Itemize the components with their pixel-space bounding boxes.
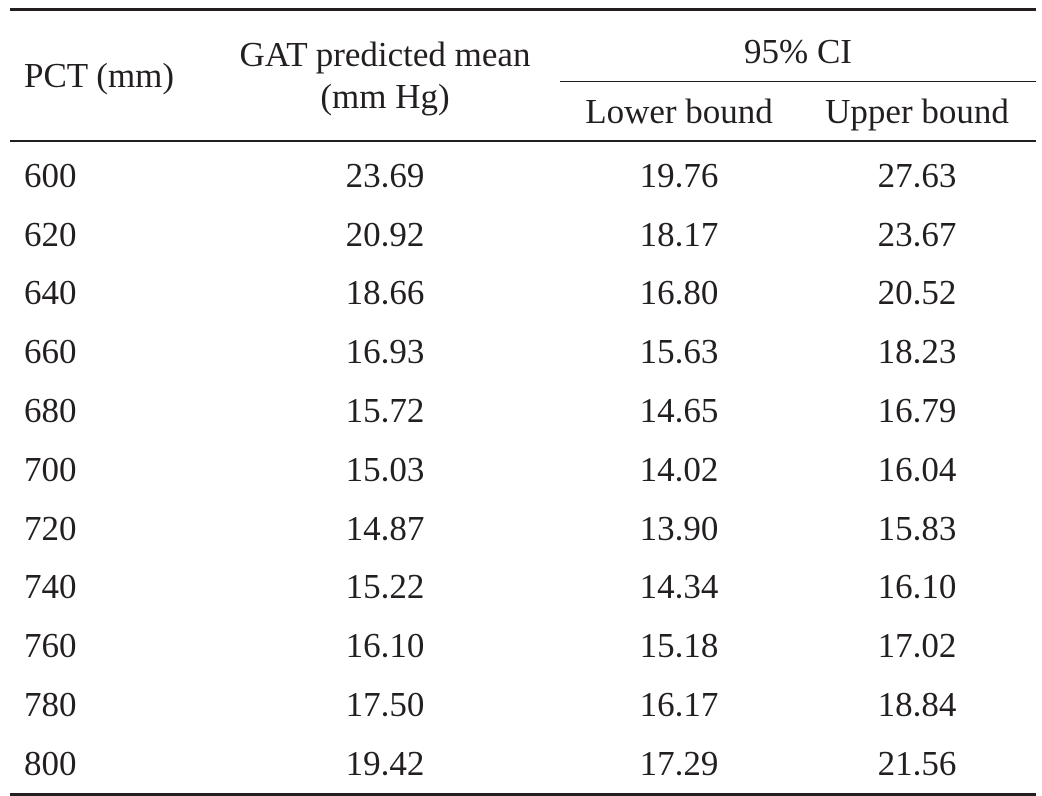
header-lower-bound: Lower bound — [560, 81, 798, 142]
cell-gat-mean: 15.22 — [345, 567, 425, 607]
table-row: 760 16.10 15.18 17.02 — [10, 616, 1036, 675]
cell-pct: 780 — [24, 685, 77, 725]
cell-pct: 760 — [24, 626, 77, 666]
cell-gat-mean: 15.72 — [345, 391, 425, 431]
table-row: 600 23.69 19.76 27.63 — [10, 141, 1036, 205]
cell-upper-bound: 21.56 — [798, 733, 1036, 796]
cell-lower-bound: 14.34 — [639, 567, 719, 607]
cell-gat-mean: 14.87 — [345, 508, 425, 548]
cell-pct: 720 — [24, 508, 77, 548]
cell-upper-bound: 20.52 — [877, 273, 957, 313]
cell-upper-bound: 18.84 — [877, 685, 957, 725]
table-row: 700 15.03 14.02 16.04 — [10, 440, 1036, 499]
header-gat: GAT predicted mean (mm Hg) — [210, 8, 560, 142]
cell-upper-bound: 17.02 — [877, 626, 957, 666]
cell-gat-mean: 20.92 — [345, 214, 425, 254]
cell-gat-mean: 16.93 — [345, 332, 425, 372]
cell-gat-mean: 17.50 — [345, 685, 425, 725]
table-row: 800 19.42 17.29 21.56 — [10, 733, 1036, 796]
cell-upper-bound: 16.79 — [877, 391, 957, 431]
cell-gat-mean: 18.66 — [345, 273, 425, 313]
table-body: 600 23.69 19.76 27.63 620 20.92 18.17 23.67 640 1… — [10, 141, 1036, 796]
cell-upper-bound: 16.04 — [877, 449, 957, 489]
table-row: 620 20.92 18.17 23.67 — [10, 205, 1036, 264]
pct-gat-table: PCT (mm) GAT predicted mean (mm Hg) 95% … — [10, 8, 1036, 796]
cell-lower-bound: 16.17 — [639, 685, 719, 725]
cell-upper-bound: 16.10 — [877, 567, 957, 607]
header-row-2: Lower bound Upper bound — [10, 81, 1036, 142]
header-pct: PCT (mm) — [10, 8, 210, 142]
cell-upper-bound: 23.67 — [877, 214, 957, 254]
cell-gat-mean: 16.10 — [345, 626, 425, 666]
table-row: 720 14.87 13.90 15.83 — [10, 499, 1036, 558]
cell-gat-mean: 19.42 — [210, 733, 560, 796]
table-row: 680 15.72 14.65 16.79 — [10, 381, 1036, 440]
table-row: 640 18.66 16.80 20.52 — [10, 264, 1036, 323]
cell-pct: 640 — [24, 273, 77, 313]
table-header: PCT (mm) GAT predicted mean (mm Hg) 95% … — [10, 8, 1036, 142]
cell-pct: 800 — [10, 733, 210, 796]
cell-pct: 660 — [24, 332, 77, 372]
header-upper-bound: Upper bound — [798, 81, 1036, 142]
cell-upper-bound: 18.23 — [877, 332, 957, 372]
header-ci-group: 95% CI — [560, 8, 1036, 82]
cell-lower-bound: 15.18 — [639, 626, 719, 666]
cell-upper-bound: 15.83 — [877, 508, 957, 548]
cell-gat-mean: 23.69 — [345, 155, 425, 195]
cell-gat-mean: 15.03 — [345, 449, 425, 489]
header-gat-line1: GAT predicted mean — [239, 34, 531, 74]
cell-lower-bound: 18.17 — [639, 214, 719, 254]
table-row: 660 16.93 15.63 18.23 — [10, 322, 1036, 381]
cell-upper-bound: 27.63 — [877, 155, 957, 195]
cell-pct: 740 — [24, 567, 77, 607]
cell-lower-bound: 14.02 — [639, 449, 719, 489]
cell-pct: 700 — [24, 449, 77, 489]
cell-lower-bound: 17.29 — [560, 733, 798, 796]
cell-lower-bound: 14.65 — [639, 391, 719, 431]
cell-lower-bound: 19.76 — [639, 155, 719, 195]
header-gat-line2: (mm Hg) — [320, 76, 450, 116]
header-row-1: PCT (mm) GAT predicted mean (mm Hg) 95% … — [10, 8, 1036, 142]
cell-lower-bound: 15.63 — [639, 332, 719, 372]
cell-lower-bound: 13.90 — [639, 508, 719, 548]
cell-pct: 680 — [24, 391, 77, 431]
cell-pct: 600 — [24, 155, 77, 195]
cell-lower-bound: 16.80 — [639, 273, 719, 313]
cell-pct: 620 — [24, 214, 77, 254]
table-row: 740 15.22 14.34 16.10 — [10, 558, 1036, 617]
table-row: 780 17.50 16.17 18.84 — [10, 675, 1036, 734]
